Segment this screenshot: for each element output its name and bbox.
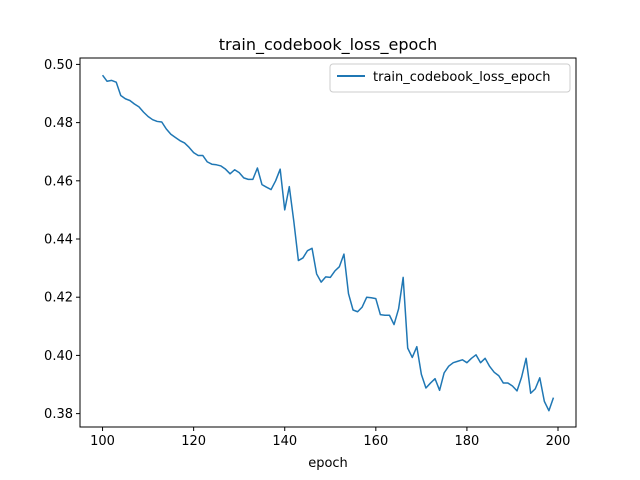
x-tick-label: 140 [272,434,297,449]
x-tick-label: 160 [363,434,388,449]
y-tick-label: 0.42 [44,291,73,306]
legend: train_codebook_loss_epoch [329,63,571,93]
chart-title: train_codebook_loss_epoch [219,35,437,55]
y-tick-label: 0.50 [44,58,73,73]
y-tick-label: 0.46 [44,174,73,189]
legend-box [329,63,571,93]
axes-frame [79,57,577,428]
x-tick-label: 180 [455,434,480,449]
x-tick-label: 200 [546,434,571,449]
x-axis-label: epoch [308,456,348,471]
legend-entry-label: train_codebook_loss_epoch [373,70,551,85]
x-tick-label: 120 [181,434,206,449]
plot-area: 100 120 140 160 180 200 0.38 0.40 0.42 0.44 0.46 0.… [44,57,577,449]
x-tick-label: 100 [90,434,115,449]
y-tick-label: 0.48 [44,116,73,131]
series-line-0 [101,74,555,412]
y-tick-label: 0.38 [44,407,73,422]
y-tick-label: 0.40 [44,349,73,364]
y-tick-label: 0.44 [44,233,73,248]
